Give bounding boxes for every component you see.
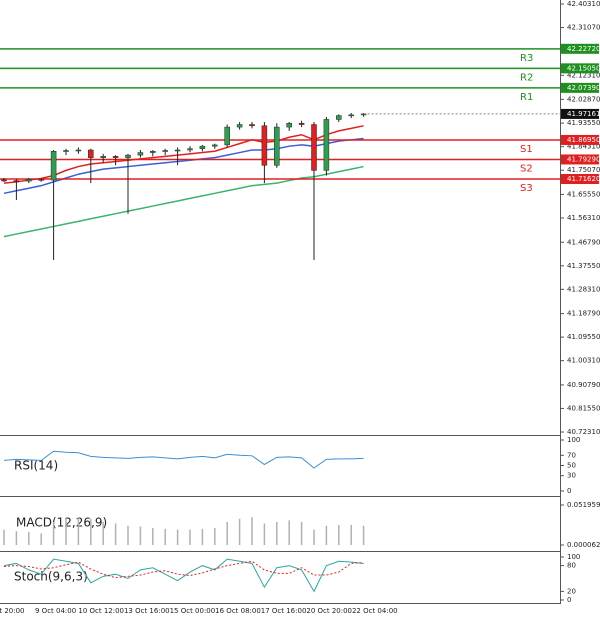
y-tick-label: 50 bbox=[567, 462, 576, 470]
candle-body bbox=[13, 180, 20, 182]
x-tick-label: 15 Oct 00:00 bbox=[170, 607, 216, 615]
candle-body bbox=[187, 148, 193, 151]
level-value: 41.79290 bbox=[567, 155, 600, 163]
candle-body bbox=[336, 115, 342, 120]
level-tag bbox=[561, 43, 599, 54]
candle-body bbox=[274, 126, 280, 166]
level-tag bbox=[561, 82, 599, 93]
indicator-line bbox=[3, 450, 364, 469]
y-tick-label: 40.72310 bbox=[567, 428, 600, 436]
candle-body bbox=[162, 150, 168, 152]
level-name: S3 bbox=[520, 183, 533, 194]
y-tick-label: 30 bbox=[567, 472, 576, 480]
candle-body bbox=[38, 179, 44, 181]
candle-body bbox=[261, 125, 268, 166]
x-tick-label: 9 Oct 04:00 bbox=[35, 607, 76, 615]
candle-body bbox=[199, 145, 206, 149]
y-tick-label: 0.000062 bbox=[567, 541, 600, 549]
y-tick-label: 80 bbox=[567, 562, 576, 570]
candle-body bbox=[236, 124, 243, 128]
level-value: 42.07390 bbox=[567, 84, 600, 92]
y-tick-label: 41.46790 bbox=[567, 238, 600, 246]
current-price-tag bbox=[561, 108, 599, 119]
level-value: 42.22720 bbox=[567, 45, 600, 53]
stoch-label: Stoch(9,6,3) bbox=[14, 570, 88, 584]
level-tag bbox=[561, 173, 599, 184]
candle-body bbox=[174, 149, 181, 152]
candle-body bbox=[26, 179, 32, 182]
indicator-line bbox=[3, 560, 364, 579]
y-tick-label: 100 bbox=[567, 436, 580, 444]
candle-body bbox=[1, 179, 7, 182]
candle-body bbox=[224, 126, 230, 146]
candle-body bbox=[137, 152, 144, 156]
level-tag bbox=[561, 63, 599, 74]
y-tick-label: 0 bbox=[567, 596, 571, 604]
candle-body bbox=[112, 156, 119, 158]
x-tick-label: 22 Oct 04:00 bbox=[352, 607, 398, 615]
rsi-label: RSI(14) bbox=[14, 459, 58, 473]
y-tick-label: 41.28310 bbox=[567, 285, 600, 293]
level-name: S1 bbox=[520, 144, 533, 155]
level-tag bbox=[561, 154, 599, 165]
level-tag bbox=[561, 134, 599, 145]
candle-body bbox=[249, 124, 255, 127]
x-tick-label: 16 Oct 08:00 bbox=[215, 607, 261, 615]
y-tick-label: 41.18790 bbox=[567, 310, 600, 318]
level-value: 41.71620 bbox=[567, 175, 600, 183]
level-value: 42.15050 bbox=[567, 64, 600, 72]
x-tick-label: 13 Oct 16:00 bbox=[124, 607, 170, 615]
macd-label: MACD(12,26,9) bbox=[16, 516, 107, 530]
candle-body bbox=[63, 150, 69, 152]
level-name: R1 bbox=[520, 92, 533, 103]
candle-body bbox=[298, 123, 305, 125]
level-name: R2 bbox=[520, 72, 533, 83]
y-tick-label: 20 bbox=[567, 587, 576, 595]
current-price: 41.97161 bbox=[567, 110, 600, 118]
candle-body bbox=[286, 123, 292, 128]
candle-body bbox=[323, 119, 330, 171]
y-tick-label: 41.93550 bbox=[567, 119, 600, 127]
level-name: R3 bbox=[520, 53, 533, 64]
y-tick-label: 42.40310 bbox=[567, 0, 600, 8]
y-tick-label: 40.81550 bbox=[567, 404, 600, 412]
level-name: S2 bbox=[520, 163, 533, 174]
y-tick-label: 41.56310 bbox=[567, 214, 600, 222]
candle-body bbox=[150, 151, 156, 153]
x-tick-label: 10 Oct 12:00 bbox=[78, 607, 124, 615]
y-tick-label: 41.65550 bbox=[567, 190, 600, 198]
x-tick-label: 20 Oct 20:00 bbox=[306, 607, 352, 615]
frames bbox=[0, 0, 561, 604]
x-tick-label: ct 20:00 bbox=[0, 607, 25, 615]
y-tick-label: 41.84310 bbox=[567, 143, 600, 151]
candle-body bbox=[100, 156, 106, 158]
candle-body bbox=[348, 114, 354, 117]
moving-average bbox=[3, 165, 364, 238]
y-tick-label: 70 bbox=[567, 451, 576, 459]
level-value: 41.86950 bbox=[567, 136, 600, 144]
candle-body bbox=[75, 149, 82, 152]
y-tick-label: 0.051959 bbox=[567, 501, 600, 509]
indicator-line bbox=[3, 558, 364, 593]
y-tick-label: 41.37550 bbox=[567, 262, 600, 270]
y-tick-label: 42.12310 bbox=[567, 71, 600, 79]
x-tick-label: 17 Oct 16:00 bbox=[261, 607, 307, 615]
candle-body bbox=[88, 149, 94, 158]
candle-body bbox=[50, 151, 57, 181]
y-tick-label: 41.75070 bbox=[567, 166, 600, 174]
candle-body bbox=[311, 124, 317, 171]
candle-body bbox=[212, 144, 218, 147]
y-tick-label: 100 bbox=[567, 553, 580, 561]
y-tick-label: 40.90790 bbox=[567, 381, 600, 389]
candle-body bbox=[125, 154, 131, 158]
y-tick-label: 42.02870 bbox=[567, 95, 600, 103]
moving-average bbox=[3, 125, 364, 184]
y-tick-label: 41.09550 bbox=[567, 333, 600, 341]
y-tick-label: 42.31070 bbox=[567, 24, 600, 32]
y-tick-label: 0 bbox=[567, 487, 571, 495]
y-tick-label: 41.00310 bbox=[567, 357, 600, 365]
